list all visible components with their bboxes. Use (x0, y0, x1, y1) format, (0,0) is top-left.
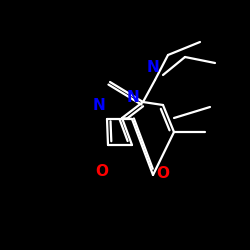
Text: N: N (127, 90, 140, 106)
Text: O: O (96, 164, 108, 178)
Text: N: N (92, 98, 106, 112)
Text: O: O (156, 166, 170, 180)
Text: N: N (146, 60, 160, 76)
